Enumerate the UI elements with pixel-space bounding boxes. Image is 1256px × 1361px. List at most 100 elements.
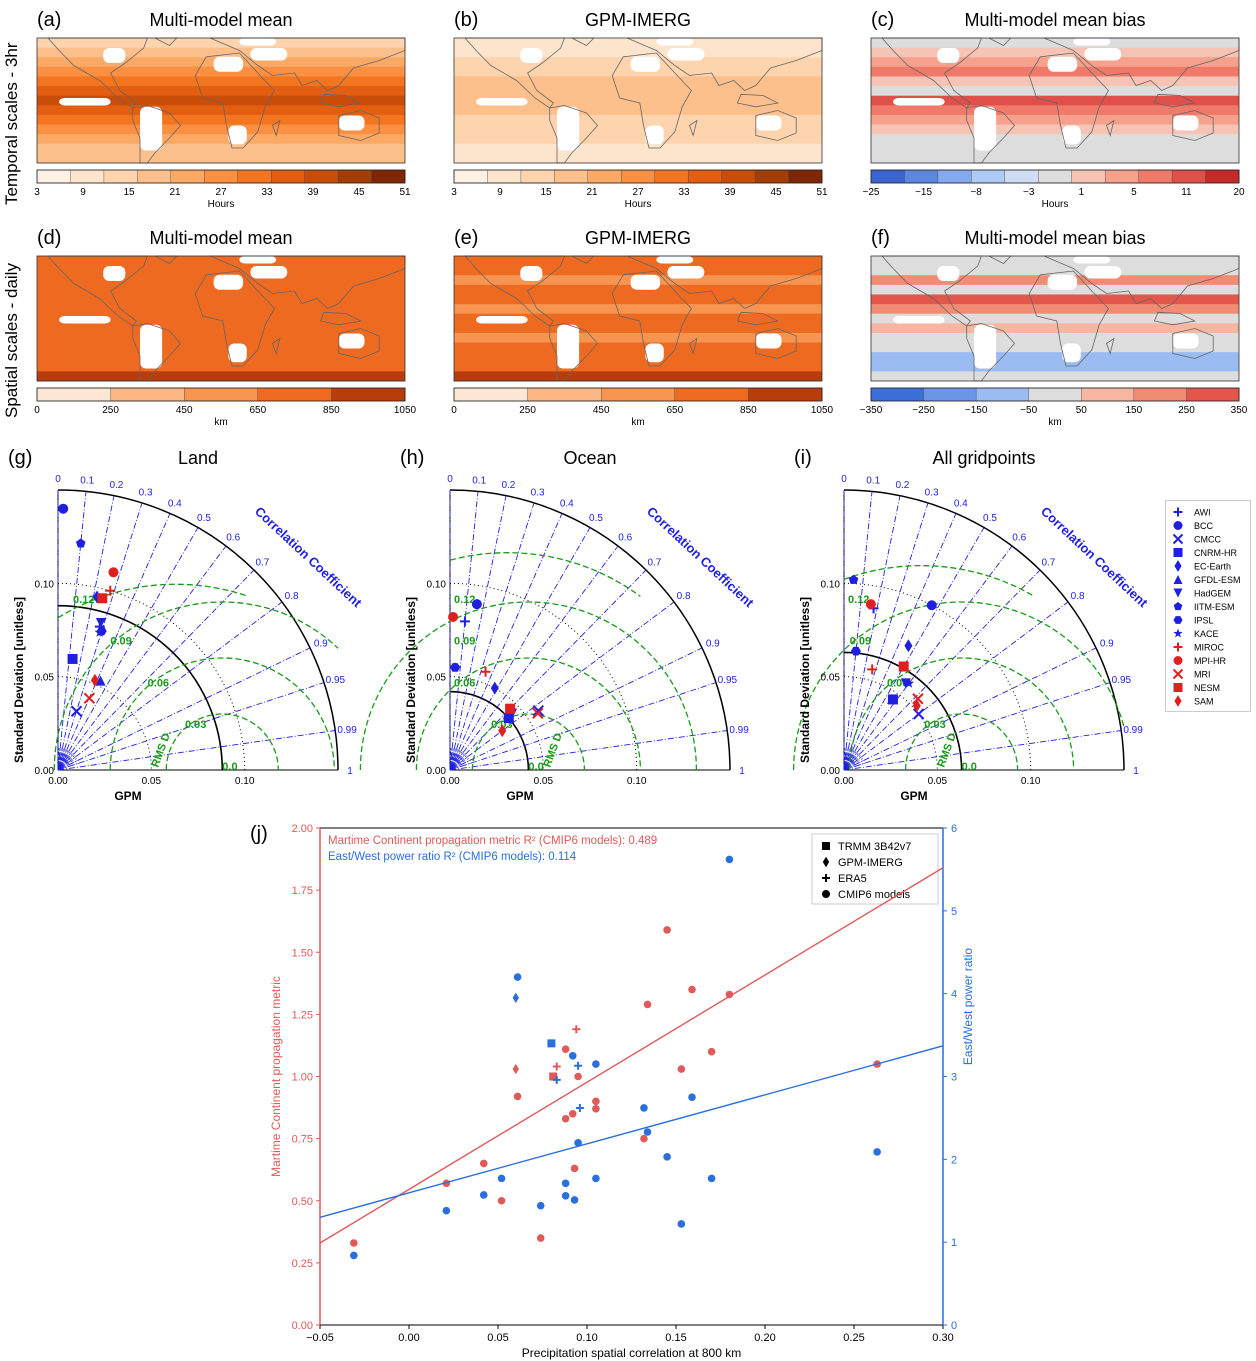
correlation-line xyxy=(843,730,1122,771)
model-point-red xyxy=(725,990,734,999)
correlation-line xyxy=(449,495,507,771)
taylor-legend: AWI BCC CMCC CNRM-HR EC-Earth GFDL-ESM HadGEM I… xyxy=(1165,500,1251,712)
masked-region xyxy=(338,333,365,349)
taylor-legend-markers: AWI BCC CMCC CNRM-HR EC-Earth GFDL-ESM HadGEM I… xyxy=(1172,507,1241,707)
legend-label: NESM xyxy=(1194,683,1220,693)
correlation-tick-label: 0.95 xyxy=(1112,675,1132,686)
correlation-tick-label: 0.1 xyxy=(80,475,94,486)
rms-arc xyxy=(848,657,1075,771)
model-point-red xyxy=(592,1105,600,1113)
observation-point-red xyxy=(552,1062,561,1071)
colorbar-segment xyxy=(36,169,71,184)
model-point-blue xyxy=(688,1093,696,1102)
map-band xyxy=(37,95,405,106)
masked-region xyxy=(520,266,543,281)
correlation-minor xyxy=(449,754,466,771)
map-band xyxy=(454,86,822,97)
map-frame xyxy=(453,37,823,164)
map-panel-c: (c) Multi-model mean bias −25 −15 −8 −3 1 5 11 20… xyxy=(863,9,1245,210)
correlation-line xyxy=(449,502,535,771)
correlation-minor xyxy=(449,760,470,771)
masked-region xyxy=(228,343,247,363)
map-band xyxy=(37,304,405,315)
colorbar-segment xyxy=(687,169,723,184)
panel-label: (c) xyxy=(871,9,894,31)
rms-axis-label: RMS D. xyxy=(936,729,960,769)
colorbar-frame xyxy=(453,169,823,184)
correlation-minor xyxy=(843,748,851,771)
correlation-tick-label: 0.4 xyxy=(560,498,574,509)
correlation-minor xyxy=(843,748,849,771)
colorbar-tick-label: 5 xyxy=(1131,187,1137,198)
correlation-tick-label: 0.3 xyxy=(925,487,939,498)
legend-label: CNRM-HR xyxy=(1194,548,1237,558)
map-band xyxy=(871,371,1239,382)
colorbar-frame xyxy=(870,387,1240,402)
y-right-tick-label: 5 xyxy=(951,906,957,918)
colorbar-segment xyxy=(971,169,1006,184)
legend-label: MPI-HR xyxy=(1194,656,1226,666)
correlation-line xyxy=(843,545,1013,771)
correlation-minor xyxy=(843,754,860,771)
colorbar-frame xyxy=(453,387,823,402)
colorbar-segment xyxy=(70,169,105,184)
map-band xyxy=(871,134,1239,145)
legend-label: AWI xyxy=(1194,508,1211,518)
legend-marker-mpi-hr xyxy=(1173,656,1183,665)
colorbar-tick-label: 650 xyxy=(249,405,266,416)
continent-outline xyxy=(132,323,182,382)
map-band xyxy=(454,105,822,116)
continent-outline xyxy=(966,105,1016,164)
masked-region xyxy=(213,56,244,72)
panel-label: (a) xyxy=(37,9,61,31)
colorbar-segment xyxy=(453,387,529,402)
masked-region xyxy=(630,56,661,72)
correlation-tick-label: 1 xyxy=(347,766,353,777)
correlation-minor xyxy=(449,748,455,771)
map-band xyxy=(871,76,1239,87)
correlation-tick-label: 0.7 xyxy=(1041,557,1055,568)
continent-outline xyxy=(319,311,363,326)
map-band xyxy=(871,47,1239,58)
legend-marker xyxy=(822,874,830,882)
taylor-point-sam xyxy=(912,699,921,713)
colorbar-tick-label: −15 xyxy=(915,187,932,198)
map-band xyxy=(871,342,1239,353)
map-band xyxy=(871,124,1239,135)
colorbar-segment xyxy=(1038,169,1073,184)
y-right-tick-label: 4 xyxy=(951,989,957,1001)
y-axis-label: Standard Deviation [unitless] xyxy=(12,597,26,763)
colorbar-tick-label: 33 xyxy=(678,187,690,198)
colorbar-tick-label: 850 xyxy=(740,405,757,416)
colorbar-segment xyxy=(304,169,339,184)
map-band xyxy=(871,332,1239,344)
map-band xyxy=(37,332,405,344)
map-band xyxy=(454,352,822,363)
masked-region xyxy=(974,324,997,369)
taylor-point-iitm-esm xyxy=(848,574,859,584)
legend-marker-cmcc xyxy=(1172,533,1184,545)
rms-tick-label: 0.0 xyxy=(962,761,977,773)
y-axis-label: Standard Deviation [unitless] xyxy=(404,597,418,763)
correlation-tick-label: 0.6 xyxy=(226,532,240,543)
map-band xyxy=(454,332,822,344)
correlation-tick-label: 0.5 xyxy=(983,513,997,524)
rms-tick-label: 0.09 xyxy=(110,636,131,648)
legend-label: TRMM 3B42v7 xyxy=(838,841,911,853)
x-tick-label: 0.10 xyxy=(235,776,255,787)
correlation-minor xyxy=(449,748,452,771)
taylor-point-ipsl xyxy=(450,663,461,672)
colorbar-tick-label: 1050 xyxy=(394,405,417,416)
rms-tick-label: 0.12 xyxy=(73,594,94,606)
masked-region xyxy=(59,316,111,324)
panel-label: (i) xyxy=(794,447,812,469)
model-point-blue xyxy=(640,1104,648,1112)
colorbar-segment xyxy=(937,169,972,184)
map-band xyxy=(871,323,1239,334)
correlation-minor xyxy=(449,755,467,771)
rms-tick-label: 0.03 xyxy=(924,719,945,731)
colorbar-tick-label: 250 xyxy=(102,405,119,416)
masked-region xyxy=(103,266,126,281)
model-point-red xyxy=(592,1097,600,1106)
correlation-minor xyxy=(449,762,471,771)
